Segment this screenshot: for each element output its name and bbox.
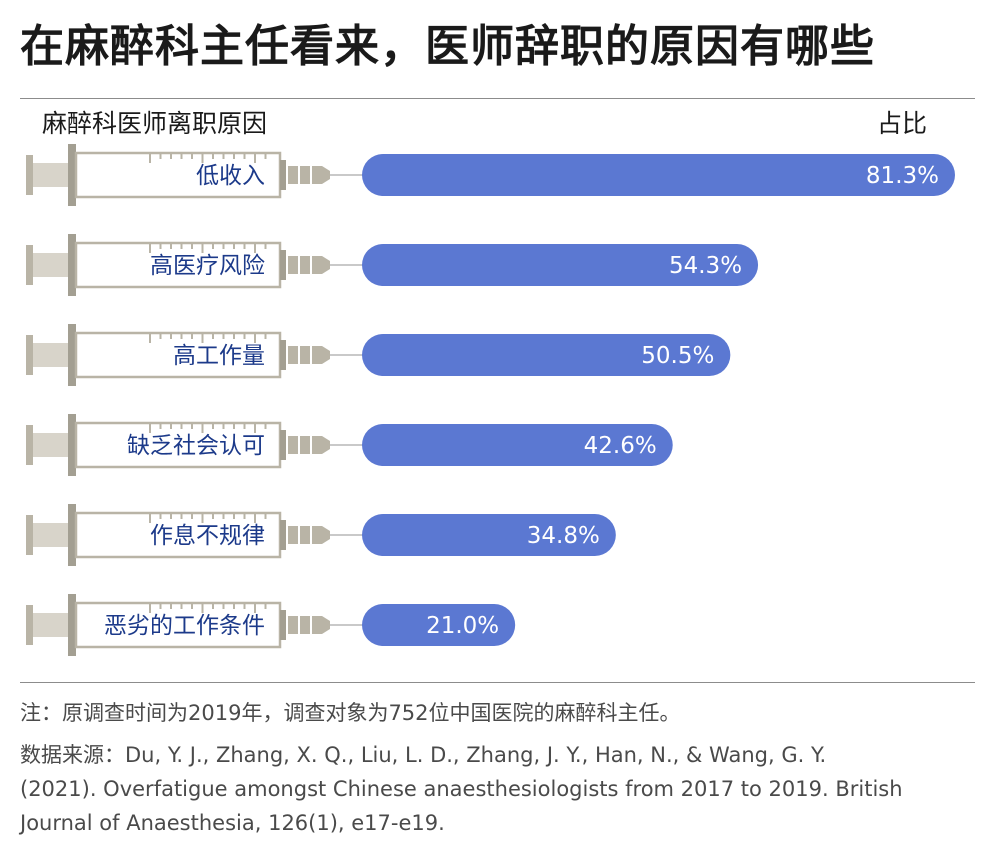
category-label: 高工作量 [173, 343, 265, 369]
chart-row: 高工作量 50.5% [26, 324, 731, 386]
syringe-icon [26, 504, 398, 566]
syringe-plunger-rest [26, 605, 33, 645]
bar [362, 604, 516, 646]
chart-row: 低收入 81.3% [26, 144, 955, 206]
syringe-plunger-rest [26, 155, 33, 195]
category-label: 缺乏社会认可 [127, 433, 265, 459]
value-label: 21.0% [426, 613, 499, 639]
syringe-hub [312, 346, 330, 364]
value-label: 81.3% [866, 163, 939, 189]
syringe-hub [300, 436, 310, 454]
syringe-plunger-rod [33, 433, 70, 457]
syringe-plunger-rod [33, 523, 70, 547]
syringe-hub [300, 526, 310, 544]
value-label: 54.3% [669, 253, 742, 279]
syringe-icon [26, 324, 398, 386]
syringe-barrel-end [280, 430, 286, 460]
value-label: 50.5% [641, 343, 714, 369]
syringe-hub [288, 256, 298, 274]
syringe-barrel [74, 151, 282, 199]
category-label: 作息不规律 [150, 523, 265, 549]
syringe-icon [26, 594, 398, 656]
syringe-hub [288, 526, 298, 544]
bar [362, 334, 731, 376]
category-label: 高医疗风险 [150, 253, 265, 279]
syringe-bar-chart: 低收入 81.3% 高医疗风险 54.3% 高工作量 50.5% 缺乏社会认可 42.6% 作息… [26, 144, 955, 656]
chart-row: 缺乏社会认可 42.6% [26, 414, 673, 476]
bar [362, 244, 759, 286]
chart-title: 在麻醉科主任看来，医师辞职的原因有哪些 [20, 21, 875, 72]
bar [362, 514, 616, 556]
syringe-hub [288, 166, 298, 184]
syringe-barrel [74, 421, 282, 469]
syringe-flange [68, 414, 76, 476]
syringe-hub [300, 346, 310, 364]
syringe-flange [68, 234, 76, 296]
syringe-plunger-rest [26, 425, 33, 465]
chart-row: 恶劣的工作条件 21.0% [26, 594, 516, 656]
syringe-icon [26, 234, 398, 296]
syringe-plunger-rest [26, 515, 33, 555]
category-label: 恶劣的工作条件 [104, 613, 265, 639]
syringe-hub [288, 616, 298, 634]
bar [362, 424, 673, 466]
top-divider [20, 98, 975, 99]
footnote: 注：原调查时间为2019年，调查对象为752位中国医院的麻醉科主任。 [20, 701, 681, 725]
syringe-hub [288, 346, 298, 364]
value-label: 42.6% [584, 433, 657, 459]
syringe-plunger-rest [26, 245, 33, 285]
data-source: 数据来源：Du, Y. J., Zhang, X. Q., Liu, L. D.… [20, 738, 975, 840]
source-line: (2021). Overfatigue amongst Chinese anae… [20, 777, 903, 801]
syringe-hub [312, 526, 330, 544]
category-label: 低收入 [196, 163, 265, 189]
syringe-hub [312, 256, 330, 274]
syringe-hub [312, 436, 330, 454]
syringe-icon [26, 144, 398, 206]
syringe-flange [68, 504, 76, 566]
syringe-hub [288, 436, 298, 454]
syringe-hub [300, 616, 310, 634]
syringe-hub [312, 616, 330, 634]
chart-row: 作息不规律 34.8% [26, 504, 616, 566]
syringe-hub [312, 166, 330, 184]
syringe-plunger-rod [33, 253, 70, 277]
syringe-barrel-end [280, 610, 286, 640]
bar [362, 154, 955, 196]
category-header: 麻醉科医师离职原因 [42, 109, 268, 138]
source-line: 数据来源：Du, Y. J., Zhang, X. Q., Liu, L. D.… [20, 743, 827, 767]
syringe-icon [26, 414, 398, 476]
syringe-flange [68, 144, 76, 206]
syringe-hub [300, 256, 310, 274]
syringe-plunger-rod [33, 163, 70, 187]
syringe-barrel-end [280, 520, 286, 550]
source-line: Journal of Anaesthesia, 126(1), e17-e19. [20, 811, 445, 835]
syringe-barrel-end [280, 340, 286, 370]
syringe-flange [68, 594, 76, 656]
syringe-plunger-rest [26, 335, 33, 375]
value-header: 占比 [877, 109, 928, 138]
syringe-plunger-rod [33, 343, 70, 367]
chart-row: 高医疗风险 54.3% [26, 234, 759, 296]
syringe-hub [300, 166, 310, 184]
syringe-flange [68, 324, 76, 386]
syringe-barrel-end [280, 250, 286, 280]
syringe-plunger-rod [33, 613, 70, 637]
syringe-barrel-end [280, 160, 286, 190]
value-label: 34.8% [527, 523, 600, 549]
syringe-barrel [74, 331, 282, 379]
bottom-divider [20, 682, 975, 683]
